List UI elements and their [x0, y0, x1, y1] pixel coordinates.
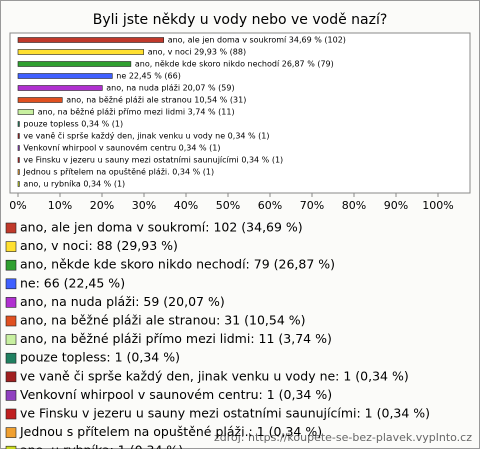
legend-label: ano, ale jen doma v soukromí: 102 (34,69…	[20, 220, 303, 235]
x-tick-label: 30%	[132, 199, 156, 212]
bar	[17, 109, 35, 115]
bar	[17, 133, 20, 139]
x-tick-label: 10%	[48, 199, 72, 212]
bar	[17, 49, 145, 55]
legend-label: Jednou s přítelem na opuštěné pláži.: 1 …	[19, 424, 322, 439]
value-label: ano, na běžné pláži přímo mezi lidmi 3,7…	[38, 107, 235, 117]
legend-label: ve Finsku v jezeru u sauny mezi ostatním…	[20, 406, 430, 421]
legend-swatch	[5, 297, 17, 308]
x-tick-label: 40%	[174, 199, 198, 212]
bar	[17, 97, 63, 103]
bar	[17, 181, 20, 187]
x-tick-label: 50%	[216, 199, 240, 212]
legend-swatch	[5, 390, 17, 401]
legend-label: ano, na nuda pláži: 59 (20,07 %)	[20, 294, 225, 309]
source: zdroj: https://koupete-se-bez-plavek.vyp…	[214, 431, 472, 444]
legend-swatch	[5, 259, 17, 271]
legend-label: Venkovní whirpool v saunovém centru: 1 (…	[20, 387, 332, 402]
value-label: Jednou s přítelem na opuštěné pláži. 0,3…	[22, 167, 214, 177]
x-tick-label: 20%	[90, 199, 114, 212]
x-tick-label: 0%	[9, 199, 26, 212]
value-label: ve vaně či sprše každý den, jinak venku …	[23, 131, 269, 141]
x-tick-label: 70%	[300, 199, 324, 212]
value-label: ano, na běžné pláži ale stranou 10,54 % …	[66, 95, 246, 105]
value-label: Venkovní whirpool v saunovém centru 0,34…	[23, 143, 220, 153]
bar	[17, 121, 20, 127]
legend-label: ano, v noci: 88 (29,93 %)	[20, 238, 178, 253]
value-label: ano, ale jen doma v soukromí 34,69 % (10…	[168, 36, 346, 45]
legend-swatch	[5, 371, 17, 383]
bar	[17, 145, 20, 151]
legend-swatch	[5, 352, 17, 364]
legend-label: ne: 66 (22,45 %)	[20, 275, 125, 290]
legend-label: ano, někde kde skoro nikdo nechodí: 79 (…	[20, 257, 335, 272]
bar	[17, 61, 132, 67]
value-label: ano, u rybníka 0,34 % (1)	[23, 180, 125, 189]
bar	[17, 73, 113, 79]
value-label: ve Finsku v jezeru u sauny mezi ostatním…	[23, 156, 283, 165]
value-label: ne 22,45 % (66)	[116, 72, 181, 81]
x-tick-label: 100%	[422, 199, 453, 212]
legend-label: ano, na běžné pláži přímo mezi lidmi: 11…	[20, 331, 332, 346]
plot-area	[9, 32, 471, 194]
x-tick-label: 80%	[342, 199, 366, 212]
bar	[17, 169, 20, 175]
legend-label: ano, u rybníka: 1 (0,34 %)	[20, 443, 183, 449]
bar	[17, 85, 103, 91]
legend-swatch	[5, 427, 17, 438]
value-label: ano, v noci 29,93 % (88)	[148, 48, 246, 57]
legend-swatch	[5, 278, 17, 290]
legend-swatch	[5, 334, 17, 345]
bar	[17, 157, 20, 163]
chart-title: Byli jste někdy u vody nebo ve vodě nazí…	[93, 12, 388, 28]
value-label: ano, někde kde skoro nikdo nechodí 26,87…	[135, 60, 334, 69]
legend-label: ve vaně či sprše každý den, jinak venku …	[20, 368, 409, 383]
legend-swatch	[5, 222, 17, 234]
value-label: ano, na nuda pláži 20,07 % (59)	[106, 84, 234, 93]
value-label: pouze topless 0,34 % (1)	[23, 120, 123, 129]
legend-label: pouze topless: 1 (0,34 %)	[20, 350, 180, 365]
legend-swatch	[5, 241, 17, 252]
legend-label: ano, na běžné pláži ale stranou: 31 (10,…	[20, 313, 306, 328]
legend-swatch	[5, 315, 17, 327]
legend-swatch	[5, 445, 17, 449]
x-tick-label: 90%	[384, 199, 408, 212]
x-tick-label: 60%	[258, 199, 282, 212]
bar	[17, 37, 164, 43]
legend-swatch	[5, 408, 17, 420]
